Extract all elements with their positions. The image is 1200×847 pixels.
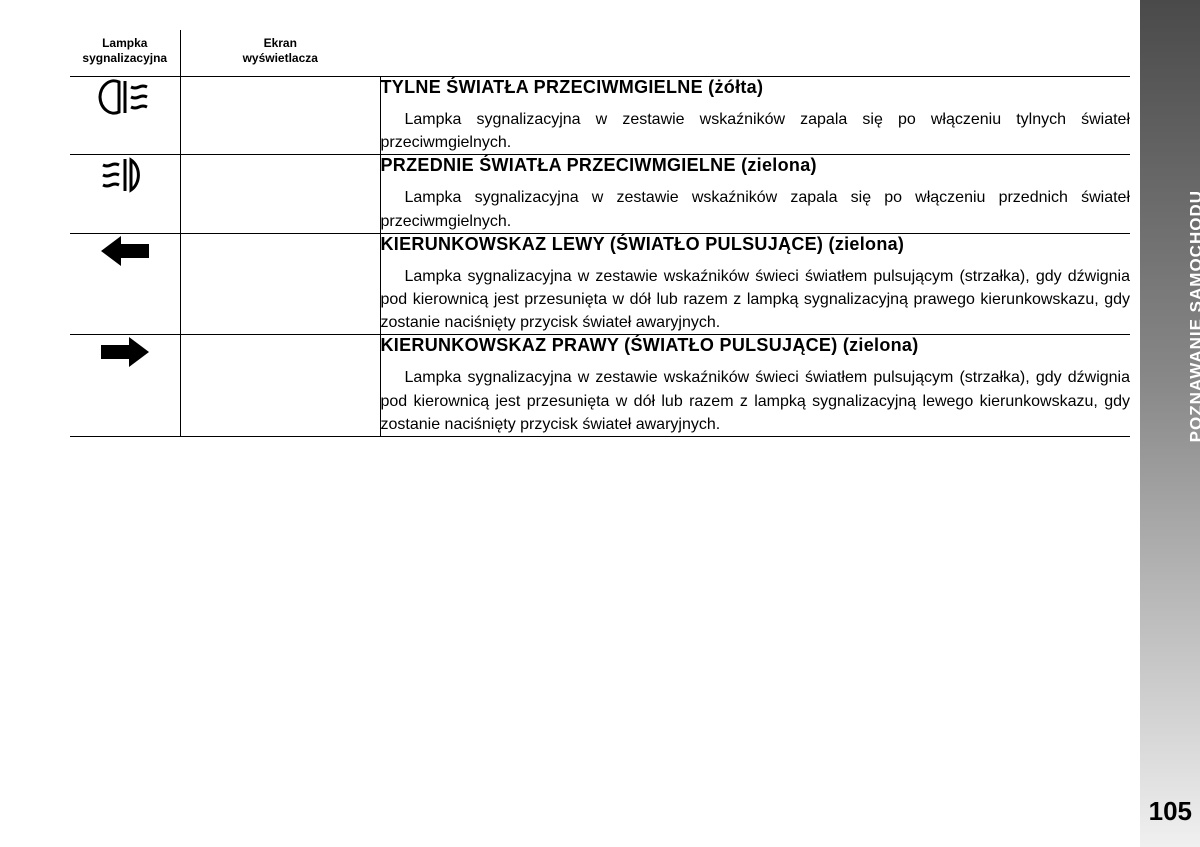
entry-body: Lampka sygnalizacyjna w zestawie wskaźni…	[381, 366, 1131, 436]
entry-body: Lampka sygnalizacyjna w zestawie wskaźni…	[381, 186, 1131, 232]
desc-cell: PRZEDNIE ŚWIATŁA PRZECIWMGIELNE (zielona…	[380, 155, 1130, 233]
header-text: wyświetlacza	[243, 51, 318, 65]
front-fog-icon	[97, 155, 153, 195]
entry-title: KIERUNKOWSKAZ LEWY (ŚWIATŁO PULSUJĄCE) (…	[381, 234, 1131, 255]
desc-cell: KIERUNKOWSKAZ LEWY (ŚWIATŁO PULSUJĄCE) (…	[380, 233, 1130, 335]
table-row: PRZEDNIE ŚWIATŁA PRZECIWMGIELNE (zielona…	[70, 155, 1130, 233]
desc-cell: TYLNE ŚWIATŁA PRZECIWMGIELNE (żółta) Lam…	[380, 77, 1130, 155]
section-label: POZNAWANIE SAMOCHODU	[1186, 190, 1200, 442]
screen-cell	[180, 233, 380, 335]
header-text: Lampka	[102, 36, 147, 50]
icon-cell	[70, 77, 180, 155]
desc-cell: KIERUNKOWSKAZ PRAWY (ŚWIATŁO PULSUJĄCE) …	[380, 335, 1130, 437]
header-text: sygnalizacyjna	[82, 51, 167, 65]
entry-body: Lampka sygnalizacyjna w zestawie wskaźni…	[381, 108, 1131, 154]
table-body: TYLNE ŚWIATŁA PRZECIWMGIELNE (żółta) Lam…	[70, 77, 1130, 437]
screen-cell	[180, 77, 380, 155]
icon-cell	[70, 335, 180, 437]
side-tab: POZNAWANIE SAMOCHODU 105	[1140, 0, 1200, 847]
screen-cell	[180, 155, 380, 233]
header-lamp: Lampka sygnalizacyjna	[70, 30, 180, 77]
table-row: KIERUNKOWSKAZ PRAWY (ŚWIATŁO PULSUJĄCE) …	[70, 335, 1130, 437]
header-empty	[380, 30, 1130, 77]
arrow-left-icon	[101, 234, 149, 268]
rear-fog-icon	[97, 77, 153, 117]
entry-title: TYLNE ŚWIATŁA PRZECIWMGIELNE (żółta)	[381, 77, 1131, 98]
entry-title: PRZEDNIE ŚWIATŁA PRZECIWMGIELNE (zielona…	[381, 155, 1131, 176]
entry-body: Lampka sygnalizacyjna w zestawie wskaźni…	[381, 265, 1131, 335]
table-row: TYLNE ŚWIATŁA PRZECIWMGIELNE (żółta) Lam…	[70, 77, 1130, 155]
icon-cell	[70, 233, 180, 335]
arrow-right-icon	[101, 335, 149, 369]
page-content: Lampka sygnalizacyjna Ekran wyświetlacza	[70, 30, 1130, 437]
table-row: KIERUNKOWSKAZ LEWY (ŚWIATŁO PULSUJĄCE) (…	[70, 233, 1130, 335]
indicators-table: Lampka sygnalizacyjna Ekran wyświetlacza	[70, 30, 1130, 437]
header-text: Ekran	[264, 36, 297, 50]
table-bottom-rule	[70, 436, 1130, 437]
header-screen: Ekran wyświetlacza	[180, 30, 380, 77]
entry-title: KIERUNKOWSKAZ PRAWY (ŚWIATŁO PULSUJĄCE) …	[381, 335, 1131, 356]
screen-cell	[180, 335, 380, 437]
page-number: 105	[1149, 796, 1192, 827]
icon-cell	[70, 155, 180, 233]
